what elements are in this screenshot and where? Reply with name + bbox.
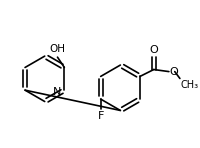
Text: F: F [97, 111, 103, 122]
Text: N: N [53, 87, 61, 96]
Text: O: O [169, 67, 177, 77]
Text: CH₃: CH₃ [180, 80, 198, 90]
Text: O: O [149, 45, 157, 55]
Text: OH: OH [49, 44, 65, 54]
